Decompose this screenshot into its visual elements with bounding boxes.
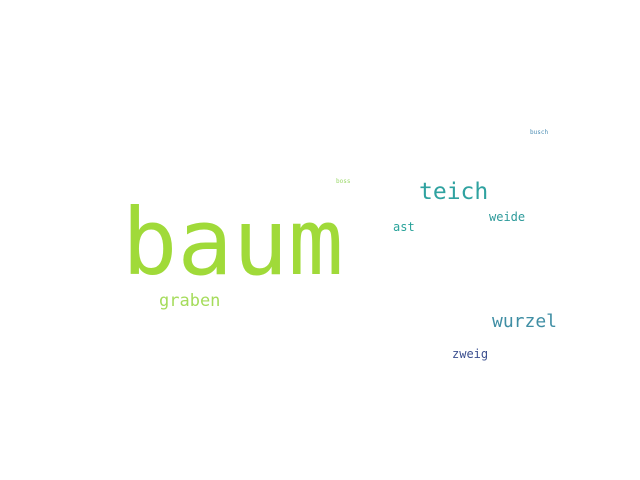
word-busch: busch xyxy=(530,129,549,136)
word-zweig: zweig xyxy=(452,347,489,361)
word-weide: weide xyxy=(489,210,526,224)
word-baum: baum xyxy=(122,189,344,296)
word-boss: boss xyxy=(336,178,351,185)
word-graben: graben xyxy=(159,291,221,311)
word-ast: ast xyxy=(393,220,415,234)
word-wurzel: wurzel xyxy=(492,311,558,332)
word-teich: teich xyxy=(419,179,489,205)
